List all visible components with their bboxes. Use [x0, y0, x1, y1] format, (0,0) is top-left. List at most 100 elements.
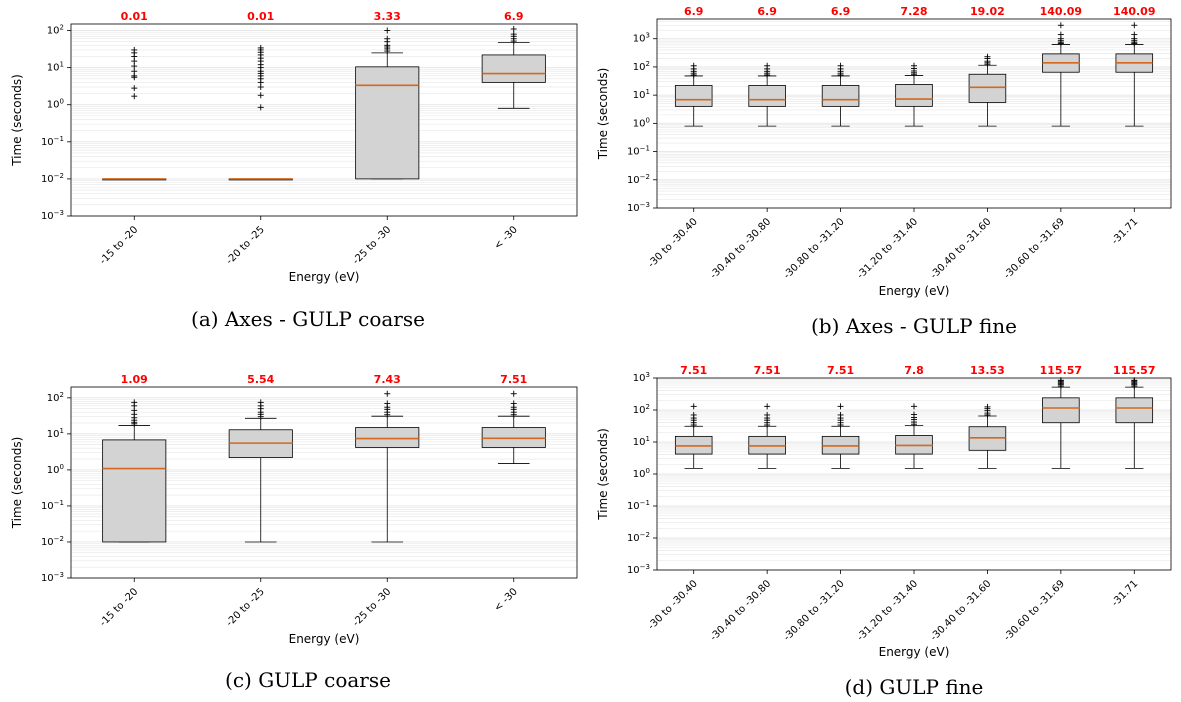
median-value-label: 6.9	[831, 5, 851, 18]
iqr-box	[821, 85, 860, 107]
y-tick-label: 102	[47, 391, 64, 404]
median-value-label: 7.51	[754, 364, 781, 377]
x-tick-label: -30.60 to -31.69	[1002, 216, 1067, 281]
box-5: -30.60 to -31.69 115.57	[1002, 364, 1082, 643]
x-tick-label: -30.80 to -31.20	[782, 216, 847, 281]
outlier-point	[690, 403, 697, 410]
outlier-point	[131, 93, 138, 100]
median-value-label: 6.9	[757, 5, 777, 18]
median-value-label: 3.33	[374, 10, 401, 23]
x-tick-label: -30 to -30.40	[646, 578, 700, 632]
iqr-box	[674, 85, 713, 107]
iqr-box	[102, 439, 167, 543]
median-value-label: 5.54	[247, 373, 274, 386]
x-tick-label: -31.71	[1110, 578, 1141, 609]
panel-caption: (c) GULP coarse	[225, 668, 391, 692]
y-axis-label: Time (seconds)	[10, 74, 24, 167]
y-tick-label: 10−2	[627, 531, 650, 544]
y-tick-label: 10−2	[41, 172, 64, 185]
y-axis-label: Time (seconds)	[10, 437, 24, 530]
iqr-box	[355, 427, 420, 448]
box-3: -31.20 to -31.40 7.8	[855, 364, 933, 643]
outlier-point	[384, 35, 391, 42]
median-value-label: 115.57	[1113, 364, 1155, 377]
outlier-point	[131, 68, 138, 75]
box-2: -30.80 to -31.20 7.51	[782, 364, 860, 643]
outlier-point	[257, 44, 264, 51]
outlier-point	[257, 399, 264, 406]
outlier-point	[690, 62, 697, 69]
outlier-point	[384, 400, 391, 407]
y-tick-label: 10−3	[41, 209, 64, 222]
median-value-label: 7.28	[900, 5, 927, 18]
x-tick-label: -30.60 to -31.69	[1002, 578, 1067, 643]
box-2: -25 to -30 7.43	[351, 373, 420, 629]
x-axis-label: Energy (eV)	[289, 632, 360, 646]
y-tick-label: 10−1	[627, 145, 650, 158]
x-tick-label: -30.40 to -30.80	[708, 216, 773, 281]
outlier-point	[1057, 31, 1064, 38]
outlier-point	[257, 92, 264, 99]
panel-caption: (a) Axes - GULP coarse	[191, 307, 425, 331]
median-value-label: 1.09	[121, 373, 148, 386]
median-value-label: 7.51	[827, 364, 854, 377]
axes-frame	[70, 23, 578, 217]
iqr-box	[748, 85, 786, 107]
x-axis-label: Energy (eV)	[289, 270, 360, 284]
median-value-label: 140.09	[1040, 5, 1082, 18]
x-tick-label: -25 to -30	[351, 224, 393, 266]
outlier-point	[510, 25, 517, 32]
outlier-point	[131, 85, 138, 92]
box-0: -30 to -30.40 7.51	[646, 364, 713, 632]
y-tick-label: 10−2	[41, 535, 64, 548]
x-tick-label: -30 to -30.40	[646, 216, 700, 270]
y-tick-label: 103	[633, 371, 650, 384]
panel-caption: (d) GULP fine	[845, 675, 984, 699]
median-value-label: 0.01	[121, 10, 148, 23]
outlier-point	[837, 403, 844, 410]
x-tick-label: -31.20 to -31.40	[855, 216, 920, 281]
outlier-point	[384, 27, 391, 34]
x-tick-label: -31.71	[1110, 216, 1141, 247]
y-tick-label: 100	[633, 116, 650, 129]
y-tick-label: 101	[633, 435, 650, 448]
outlier-point	[911, 403, 917, 410]
y-tick-label: 10−3	[41, 571, 64, 584]
median-value-label: 7.8	[904, 364, 924, 377]
outlier-point	[131, 399, 138, 406]
x-tick-label: < -30	[492, 586, 519, 613]
box-1: -30.40 to -30.80 7.51	[708, 364, 786, 643]
x-tick-label: -25 to -30	[351, 586, 393, 628]
iqr-box	[968, 73, 1007, 103]
y-tick-label: 10−1	[41, 499, 64, 512]
x-axis-label: Energy (eV)	[879, 645, 950, 659]
outlier-point	[764, 62, 771, 69]
y-axis-label: Time (seconds)	[596, 68, 610, 161]
outlier-point	[1057, 22, 1064, 29]
y-tick-label: 102	[633, 60, 650, 73]
x-tick-label: -30.40 to -31.60	[929, 578, 994, 643]
median-value-label: 0.01	[247, 10, 274, 23]
median-value-label: 6.9	[684, 5, 704, 18]
outlier-point	[764, 411, 771, 418]
iqr-box	[355, 66, 420, 180]
outlier-point	[690, 411, 697, 418]
x-tick-label: -15 to -20	[98, 586, 140, 628]
y-tick-label: 102	[47, 24, 64, 37]
outlier-point	[984, 53, 991, 60]
y-axis-label: Time (seconds)	[596, 428, 610, 521]
y-tick-label: 10−1	[627, 499, 650, 512]
box-0: -15 to -20 0.01	[98, 10, 167, 267]
median-value-label: 115.57	[1040, 364, 1082, 377]
y-tick-label: 102	[633, 403, 650, 416]
outlier-point	[837, 411, 844, 418]
chart-panel-c: 10−3 10−2 10−1 100 101 102 Time (seconds) Energ…	[10, 373, 578, 692]
outlier-point	[1131, 22, 1138, 29]
iqr-box	[481, 54, 546, 83]
x-tick-label: -31.20 to -31.40	[855, 578, 920, 643]
y-tick-label: 103	[633, 32, 650, 45]
median-value-label: 7.51	[680, 364, 707, 377]
x-tick-label: -30.80 to -31.20	[782, 578, 847, 643]
iqr-box	[1042, 397, 1080, 424]
